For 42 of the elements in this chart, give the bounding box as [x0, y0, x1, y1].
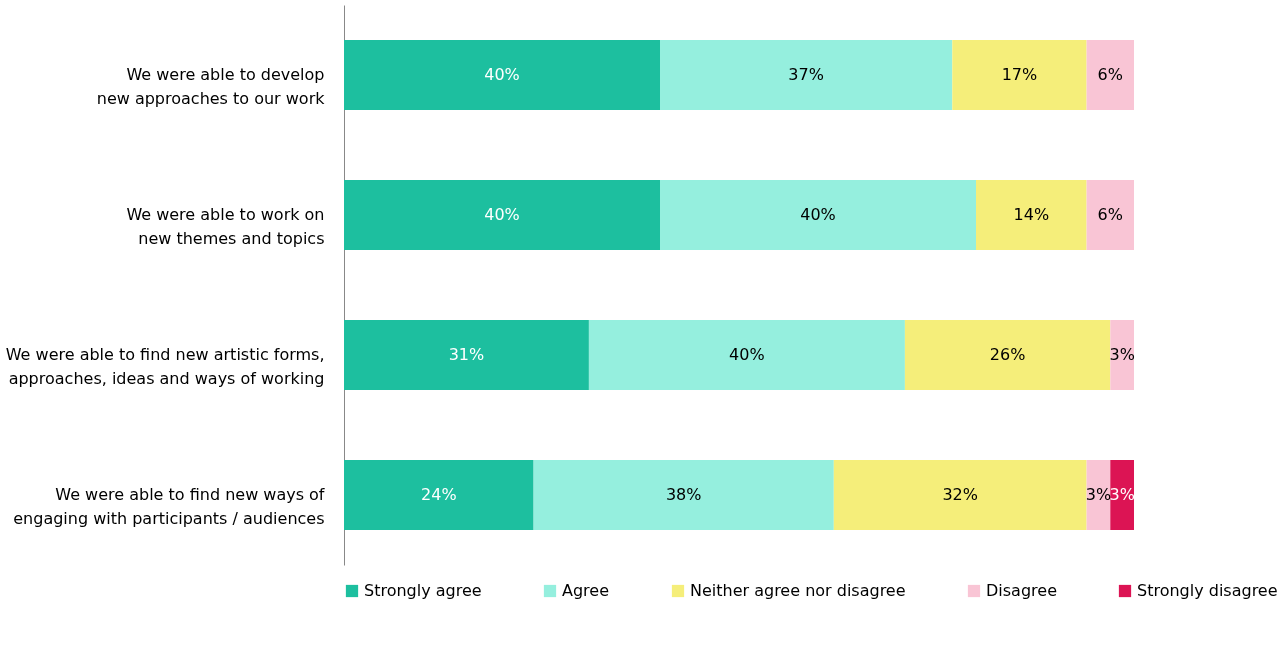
bar	[976, 180, 1087, 250]
bar	[344, 180, 660, 250]
bar	[1110, 320, 1134, 390]
data-label: 3%	[1109, 345, 1135, 364]
y-tick-label: We were able to develop new approaches to our work	[96, 65, 326, 108]
data-label: 3%	[1085, 485, 1112, 504]
bar	[1086, 180, 1134, 250]
data-label: 14%	[1013, 205, 1050, 224]
data-label: 6%	[1097, 65, 1123, 84]
data-label: 31%	[448, 345, 485, 364]
data-label: 40%	[800, 205, 836, 224]
bar	[344, 320, 589, 390]
y-tick-label: We were able to work on new themes and topics	[126, 205, 325, 248]
data-label: 24%	[421, 485, 457, 504]
data-label: 26%	[989, 345, 1026, 364]
data-label: 32%	[942, 485, 978, 504]
bar	[833, 460, 1087, 530]
data-label: 3%	[1109, 485, 1135, 504]
bar	[952, 40, 1087, 110]
bar	[660, 40, 953, 110]
legend-label: Neither agree nor disagree	[690, 581, 906, 600]
data-label: 40%	[729, 345, 765, 364]
bar	[1110, 460, 1134, 530]
bar	[1086, 40, 1134, 110]
bar	[344, 40, 660, 110]
legend-label: Agree	[562, 581, 610, 600]
y-tick-label: We were able to find new ways of engaging with participants / audiences	[13, 485, 325, 528]
data-label: 17%	[1001, 65, 1038, 84]
data-label: 40%	[484, 205, 520, 224]
y-tick-label: We were able to find new artistic forms, approaches, ideas and ways of working	[5, 345, 325, 388]
data-label: 37%	[788, 65, 824, 84]
bar	[660, 180, 976, 250]
data-label: 38%	[665, 485, 702, 504]
data-label: 40%	[484, 65, 520, 84]
data-label: 6%	[1097, 205, 1123, 224]
legend-label: Strongly disagree	[1137, 581, 1278, 600]
bar	[904, 320, 1111, 390]
bar	[533, 460, 834, 530]
legend-label: Strongly agree	[364, 581, 482, 600]
legend-label: Disagree	[986, 581, 1057, 600]
bar	[344, 460, 534, 530]
bar	[588, 320, 905, 390]
